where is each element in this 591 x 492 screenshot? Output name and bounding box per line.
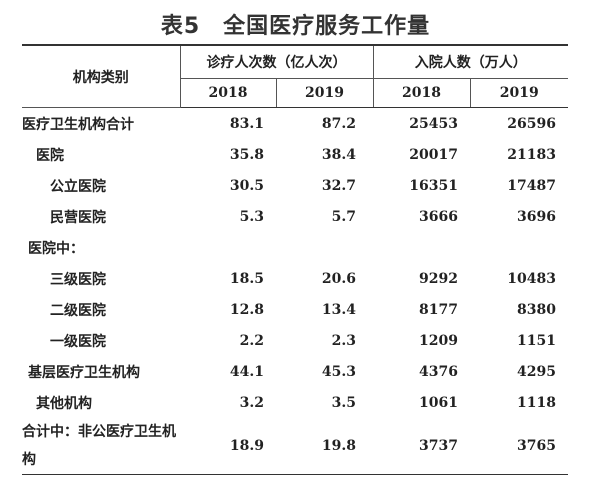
admissions-2019-cell <box>470 232 568 263</box>
visits-2018-cell: 5.3 <box>239 208 264 225</box>
admissions-2018-cell: 1209 <box>419 332 458 349</box>
admissions-2018-cell: 3666 <box>419 208 458 225</box>
year-header: 2018 <box>373 78 471 108</box>
admissions-2019-cell: 21183 <box>507 146 556 163</box>
row-label: 公立医院 <box>50 178 106 195</box>
table-body: 医疗卫生机构合计 83.1 87.2 25453 26596 医院 35.8 3… <box>22 108 568 475</box>
row-label: 医疗卫生机构合计 <box>22 116 134 133</box>
admissions-2019-cell: 3765 <box>470 418 568 475</box>
admissions-2019-cell: 17487 <box>507 177 556 194</box>
admissions-group-header: 入院人数（万人） <box>373 44 568 79</box>
medical-service-table: 机构类别 诊疗人次数（亿人次） 入院人数（万人） 2018 2019 2018 … <box>22 44 568 475</box>
table-header: 机构类别 诊疗人次数（亿人次） 入院人数（万人） 2018 2019 2018 … <box>22 44 568 108</box>
table-row: 一级医院 2.2 2.3 1209 1151 <box>22 325 568 356</box>
table-row: 公立医院 30.5 32.7 16351 17487 <box>22 170 568 201</box>
year-header: 2019 <box>276 78 374 108</box>
admissions-2019-cell: 10483 <box>507 270 556 287</box>
visits-2018-cell <box>180 232 276 263</box>
table-row: 合计中：非公医疗卫生机构 18.9 19.8 3737 3765 <box>22 418 568 475</box>
admissions-2018-cell: 1061 <box>419 394 458 411</box>
table-title: 表5 全国医疗服务工作量 <box>160 14 431 39</box>
category-header: 机构类别 <box>22 44 181 108</box>
admissions-2019-cell: 8380 <box>517 301 556 318</box>
row-label: 合计中：非公医疗卫生机构 <box>22 418 180 475</box>
year-header: 2018 <box>180 78 277 108</box>
visits-2019-cell: 45.3 <box>321 363 356 380</box>
row-label: 二级医院 <box>50 302 106 319</box>
visits-2019-cell: 5.7 <box>331 208 356 225</box>
visits-2018-cell: 3.2 <box>239 394 264 411</box>
admissions-2018-cell: 3737 <box>373 418 470 475</box>
row-label: 民营医院 <box>50 209 106 226</box>
visits-2018-cell: 35.8 <box>229 146 264 163</box>
visits-2019-cell: 20.6 <box>321 270 356 287</box>
visits-2019-cell: 2.3 <box>331 332 356 349</box>
visits-2018-cell: 12.8 <box>229 301 264 318</box>
table-row: 医院中： <box>22 232 568 263</box>
row-label: 医院 <box>36 147 64 164</box>
visits-2019-cell: 32.7 <box>321 177 356 194</box>
table-row: 民营医院 5.3 5.7 3666 3696 <box>22 201 568 232</box>
visits-2018-cell: 30.5 <box>229 177 264 194</box>
row-label: 医院中： <box>28 240 84 257</box>
visits-2018-cell: 18.5 <box>229 270 264 287</box>
admissions-2018-cell <box>373 232 470 263</box>
admissions-2018-cell: 8177 <box>419 301 458 318</box>
row-label: 三级医院 <box>50 271 106 288</box>
visits-2019-cell: 13.4 <box>321 301 356 318</box>
visits-2018-cell: 2.2 <box>239 332 264 349</box>
admissions-2019-cell: 26596 <box>507 115 556 132</box>
visits-2019-cell: 19.8 <box>276 418 373 475</box>
admissions-2018-cell: 25453 <box>409 115 458 132</box>
visits-2018-cell: 83.1 <box>229 115 264 132</box>
table-row: 三级医院 18.5 20.6 9292 10483 <box>22 263 568 294</box>
admissions-2019-cell: 3696 <box>517 208 556 225</box>
visits-2018-cell: 44.1 <box>229 363 264 380</box>
admissions-2019-cell: 1151 <box>517 332 556 349</box>
admissions-2018-cell: 16351 <box>409 177 458 194</box>
table-row: 其他机构 3.2 3.5 1061 1118 <box>22 387 568 418</box>
row-label: 一级医院 <box>50 333 106 350</box>
row-label: 其他机构 <box>36 395 92 412</box>
visits-2018-cell: 18.9 <box>180 418 276 475</box>
row-label: 基层医疗卫生机构 <box>28 364 140 381</box>
admissions-2018-cell: 4376 <box>419 363 458 380</box>
admissions-2019-cell: 4295 <box>517 363 556 380</box>
table-row: 医院 35.8 38.4 20017 21183 <box>22 139 568 170</box>
table-row: 医疗卫生机构合计 83.1 87.2 25453 26596 <box>22 108 568 140</box>
admissions-2018-cell: 9292 <box>419 270 458 287</box>
visits-group-header: 诊疗人次数（亿人次） <box>180 44 374 79</box>
visits-2019-cell: 3.5 <box>331 394 356 411</box>
admissions-2018-cell: 20017 <box>409 146 458 163</box>
table-row: 基层医疗卫生机构 44.1 45.3 4376 4295 <box>22 356 568 387</box>
visits-2019-cell: 87.2 <box>321 115 356 132</box>
visits-2019-cell <box>276 232 373 263</box>
table-row: 二级医院 12.8 13.4 8177 8380 <box>22 294 568 325</box>
admissions-2019-cell: 1118 <box>517 394 556 411</box>
visits-2019-cell: 38.4 <box>321 146 356 163</box>
year-header: 2019 <box>470 78 568 108</box>
